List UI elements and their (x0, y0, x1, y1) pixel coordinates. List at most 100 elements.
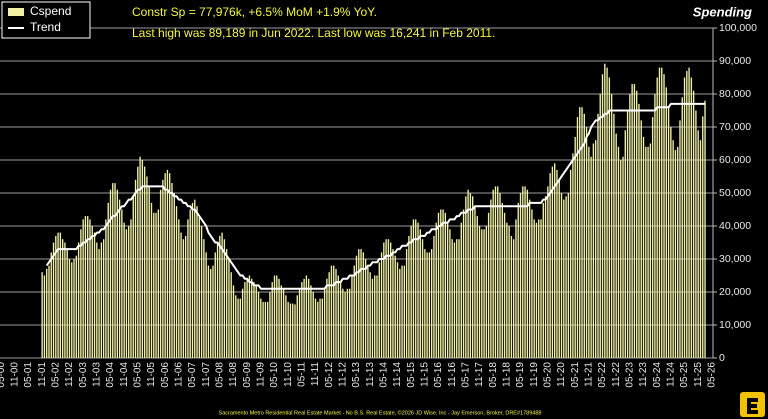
bar (435, 222, 437, 358)
bar (617, 146, 620, 358)
bar (128, 226, 130, 358)
bar (424, 249, 426, 358)
bar (148, 186, 150, 358)
bar (670, 127, 672, 358)
bar (307, 278, 310, 358)
bar (690, 77, 693, 358)
bar (207, 265, 210, 358)
bar (46, 268, 48, 358)
bar (485, 226, 488, 358)
bar (560, 193, 563, 358)
bar (84, 216, 87, 358)
bar (82, 219, 84, 358)
bar (430, 249, 433, 358)
bar (146, 176, 148, 358)
bar (282, 288, 285, 358)
bar (319, 298, 321, 358)
bar (574, 136, 576, 358)
bar (695, 110, 697, 358)
bar (702, 116, 704, 358)
bar (237, 298, 239, 358)
bar (169, 173, 171, 358)
bar (203, 239, 205, 358)
bar (200, 226, 203, 358)
bar (369, 272, 371, 358)
bar (118, 199, 121, 358)
bar (597, 113, 599, 358)
bar (143, 166, 146, 358)
bar (478, 226, 481, 358)
bar (403, 265, 406, 358)
bar (337, 275, 339, 358)
bar (465, 196, 467, 358)
bar (189, 209, 191, 358)
bar (301, 282, 303, 358)
bar (654, 94, 656, 358)
bar (175, 206, 178, 358)
bar (353, 265, 355, 358)
bar (451, 239, 453, 358)
bar (686, 70, 688, 359)
legend: Cspend Trend (1, 1, 91, 39)
bar (364, 259, 367, 358)
bar (658, 67, 661, 358)
bar (75, 255, 77, 358)
y-tick-label: 30,000 (719, 253, 751, 265)
x-tick-label: 11-01 (37, 362, 48, 387)
bar (255, 285, 257, 358)
x-tick-label: 05-04 (105, 362, 116, 388)
y-tick-label: 0 (719, 352, 725, 364)
bar (130, 219, 132, 358)
x-tick-label: 11-08 (228, 362, 239, 387)
bar (157, 209, 160, 358)
bar (269, 292, 271, 358)
bar (392, 249, 394, 358)
bar (232, 285, 235, 358)
bar (446, 222, 449, 358)
bar (647, 146, 649, 358)
bar (57, 232, 59, 358)
bar (651, 117, 654, 358)
bar (626, 110, 629, 358)
bar (323, 288, 326, 358)
bar (216, 242, 219, 358)
bar (248, 275, 251, 358)
bar (55, 235, 57, 358)
bar (100, 242, 103, 358)
bar (303, 278, 305, 358)
x-tick-label: 05-09 (242, 362, 253, 388)
bar (538, 219, 540, 358)
bar (61, 239, 64, 358)
bar (665, 87, 667, 359)
bar (553, 163, 556, 358)
x-tick-label: 05-14 (378, 362, 389, 388)
y-tick-label: 100,000 (719, 22, 757, 34)
bar (66, 249, 68, 358)
chart-title: Constr Sp = 77,976k, +6.5% MoM +1.9% YoY… (132, 5, 377, 19)
x-tick-label: 05-23 (624, 362, 635, 388)
x-tick-label: 05-10 (269, 362, 280, 388)
bar (697, 130, 699, 358)
bar (239, 298, 242, 358)
bar (87, 216, 89, 358)
bar (171, 183, 173, 358)
bar (462, 209, 465, 358)
bar (604, 63, 606, 358)
bar (310, 285, 312, 358)
bar (102, 239, 105, 358)
x-tick-label: 05-24 (652, 362, 663, 388)
bar (43, 275, 46, 358)
bar (474, 206, 476, 358)
bar (517, 202, 519, 358)
bar (141, 160, 144, 358)
bar (348, 288, 351, 358)
bar (492, 189, 494, 358)
bar (351, 275, 353, 358)
bar (458, 239, 460, 358)
bar (114, 183, 116, 358)
bar (121, 209, 123, 358)
bar (469, 193, 472, 358)
bar (467, 189, 469, 358)
bar (460, 222, 462, 358)
